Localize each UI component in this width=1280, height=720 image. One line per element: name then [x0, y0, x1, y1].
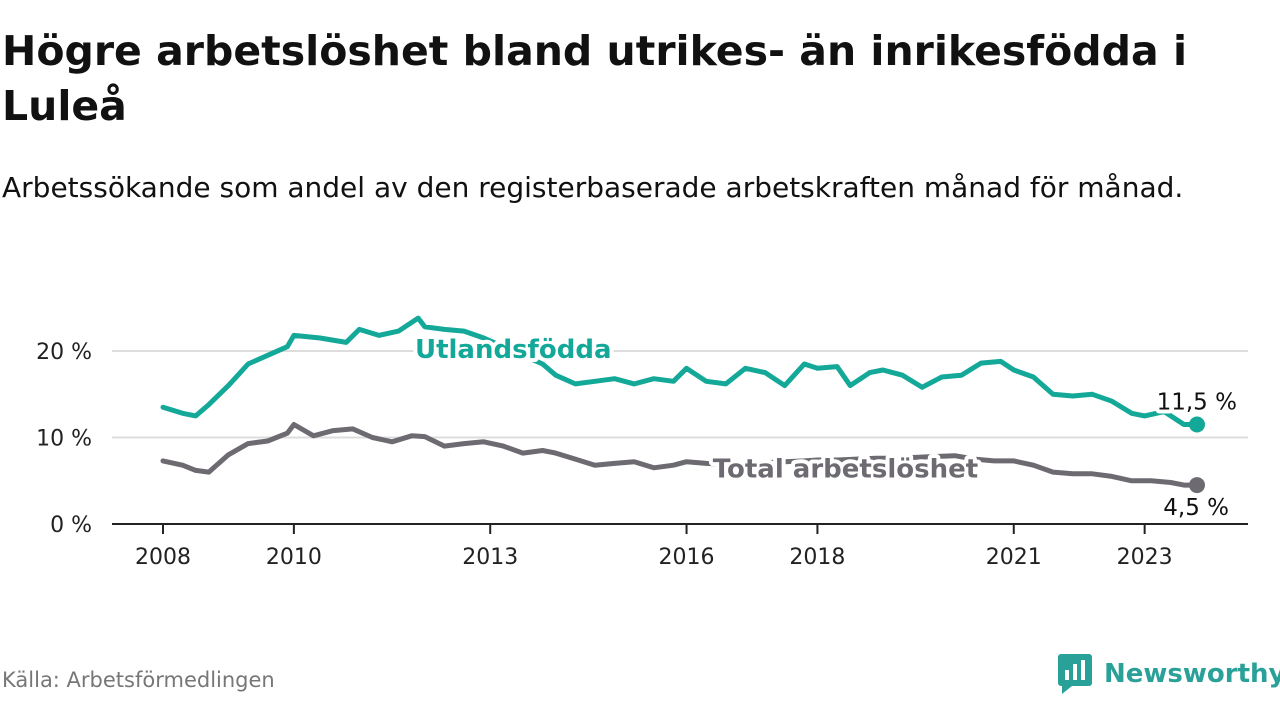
end-point-total	[1189, 477, 1205, 494]
series-line-utlandsfodda	[160, 315, 1200, 427]
x-tick-label: 2013	[462, 545, 518, 570]
end-point-utlandsfodda	[1189, 416, 1205, 433]
bar-chart-logo-icon	[1058, 654, 1092, 694]
y-tick-label: 0 %	[50, 513, 92, 538]
y-tick-label: 20 %	[36, 340, 92, 365]
brand-name: Newsworthy	[1104, 659, 1280, 689]
label-layer: 0 % 10 % 20 % 2008 2010 2013 2016 2018 2021 2023 U…	[36, 331, 1241, 570]
x-tick-label: 2008	[135, 545, 191, 570]
x-tick-label: 2016	[659, 545, 715, 570]
source-note: Källa: Arbetsförmedlingen	[2, 668, 275, 692]
series-layer	[160, 315, 1205, 494]
end-label-utlandsfodda: 11,5 %	[1157, 390, 1237, 416]
x-tick-label: 2023	[1117, 545, 1173, 570]
x-tick-label: 2018	[789, 545, 845, 570]
series-label-total: Total arbetslöshet	[713, 454, 978, 484]
brand-logo[interactable]: Newsworthy	[1058, 652, 1280, 696]
series-label-utlandsfodda: Utlandsfödda	[415, 335, 612, 365]
y-tick-label: 10 %	[36, 427, 92, 452]
x-tick-label: 2010	[266, 545, 322, 570]
end-label-total: 4,5 %	[1163, 495, 1229, 521]
grid-layer	[112, 350, 1248, 439]
chart-title: Högre arbetslöshet bland utrikes- än inr…	[2, 27, 1187, 130]
chart-subtitle: Arbetssökande som andel av den registerb…	[2, 171, 1184, 204]
axis-layer	[112, 523, 1248, 534]
series-line-total	[160, 422, 1200, 488]
x-tick-label: 2021	[986, 545, 1042, 570]
